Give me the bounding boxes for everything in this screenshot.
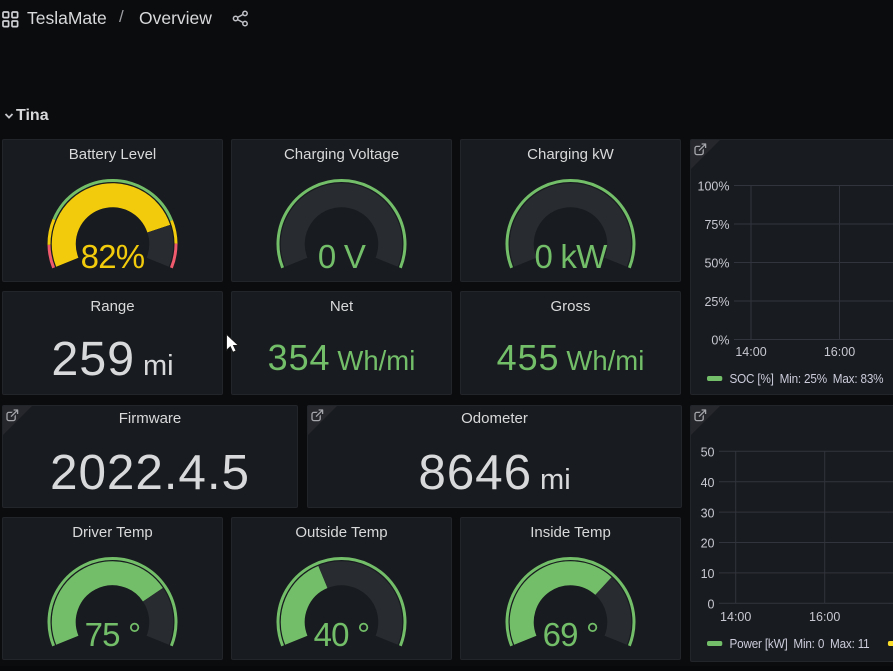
svg-text:30: 30 <box>701 506 715 520</box>
svg-text:25%: 25% <box>704 295 729 309</box>
svg-text:75%: 75% <box>704 218 729 232</box>
svg-text:50: 50 <box>701 446 715 460</box>
svg-text:20: 20 <box>701 537 715 551</box>
svg-text:16:00: 16:00 <box>824 345 855 359</box>
svg-text:0%: 0% <box>711 334 729 348</box>
svg-text:40: 40 <box>701 476 715 490</box>
svg-text:14:00: 14:00 <box>720 610 751 624</box>
svg-text:10: 10 <box>701 567 715 581</box>
svg-text:14:00: 14:00 <box>735 345 766 359</box>
svg-text:50%: 50% <box>704 257 729 271</box>
svg-text:16:00: 16:00 <box>809 610 840 624</box>
svg-text:0: 0 <box>708 598 715 612</box>
svg-text:100%: 100% <box>698 180 730 194</box>
